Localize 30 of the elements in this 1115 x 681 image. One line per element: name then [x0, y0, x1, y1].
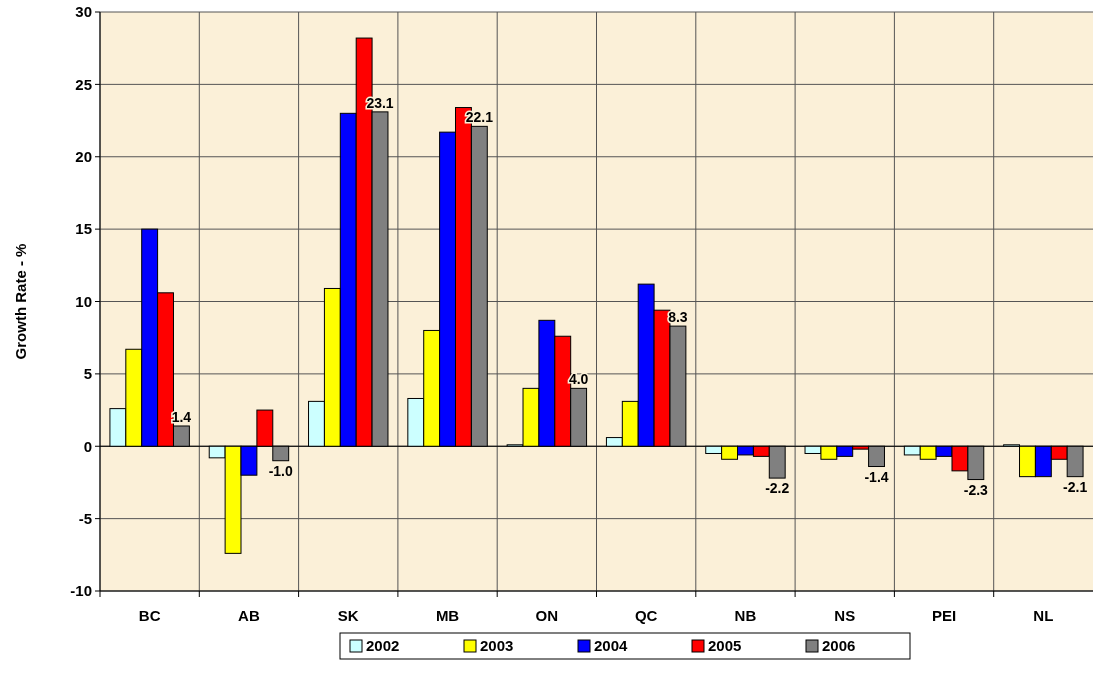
data-label: -1.0	[268, 462, 293, 479]
x-tick-label: NB	[734, 607, 757, 624]
y-tick-label: -10	[70, 582, 92, 600]
y-tick-label: -5	[78, 509, 92, 527]
x-tick-label: MB	[435, 607, 460, 624]
data-label: -2.2	[765, 480, 790, 497]
y-tick-label: 25	[75, 75, 92, 93]
y-tick-label: 0	[83, 437, 92, 455]
y-tick-label: 30	[75, 3, 92, 21]
x-tick-label: BC	[138, 607, 161, 624]
y-axis-title: Growth Rate - %	[12, 243, 29, 360]
x-tick-label: PEI	[931, 607, 957, 624]
data-label: -1.4	[864, 468, 889, 485]
x-tick-label: AB	[238, 607, 260, 624]
x-tick-label: ON	[535, 607, 559, 624]
legend-label: 2003	[480, 637, 514, 655]
y-tick-label: 20	[75, 148, 92, 165]
x-tick-label: SK	[337, 607, 359, 624]
data-label: -2.3	[963, 481, 989, 498]
data-label: -2.1	[1063, 478, 1088, 495]
x-tick-label: QC	[634, 607, 658, 624]
legend-label: 2005	[708, 637, 742, 655]
legend-label: 2006	[822, 637, 856, 655]
legend-label: 2002	[366, 637, 400, 655]
y-tick-label: 10	[75, 292, 92, 310]
legend-label: 2004	[594, 637, 629, 655]
y-tick-label: 15	[75, 220, 92, 238]
x-tick-label: NL	[1033, 607, 1054, 624]
x-tick-label: NS	[834, 607, 856, 624]
y-tick-label: 5	[83, 365, 92, 383]
